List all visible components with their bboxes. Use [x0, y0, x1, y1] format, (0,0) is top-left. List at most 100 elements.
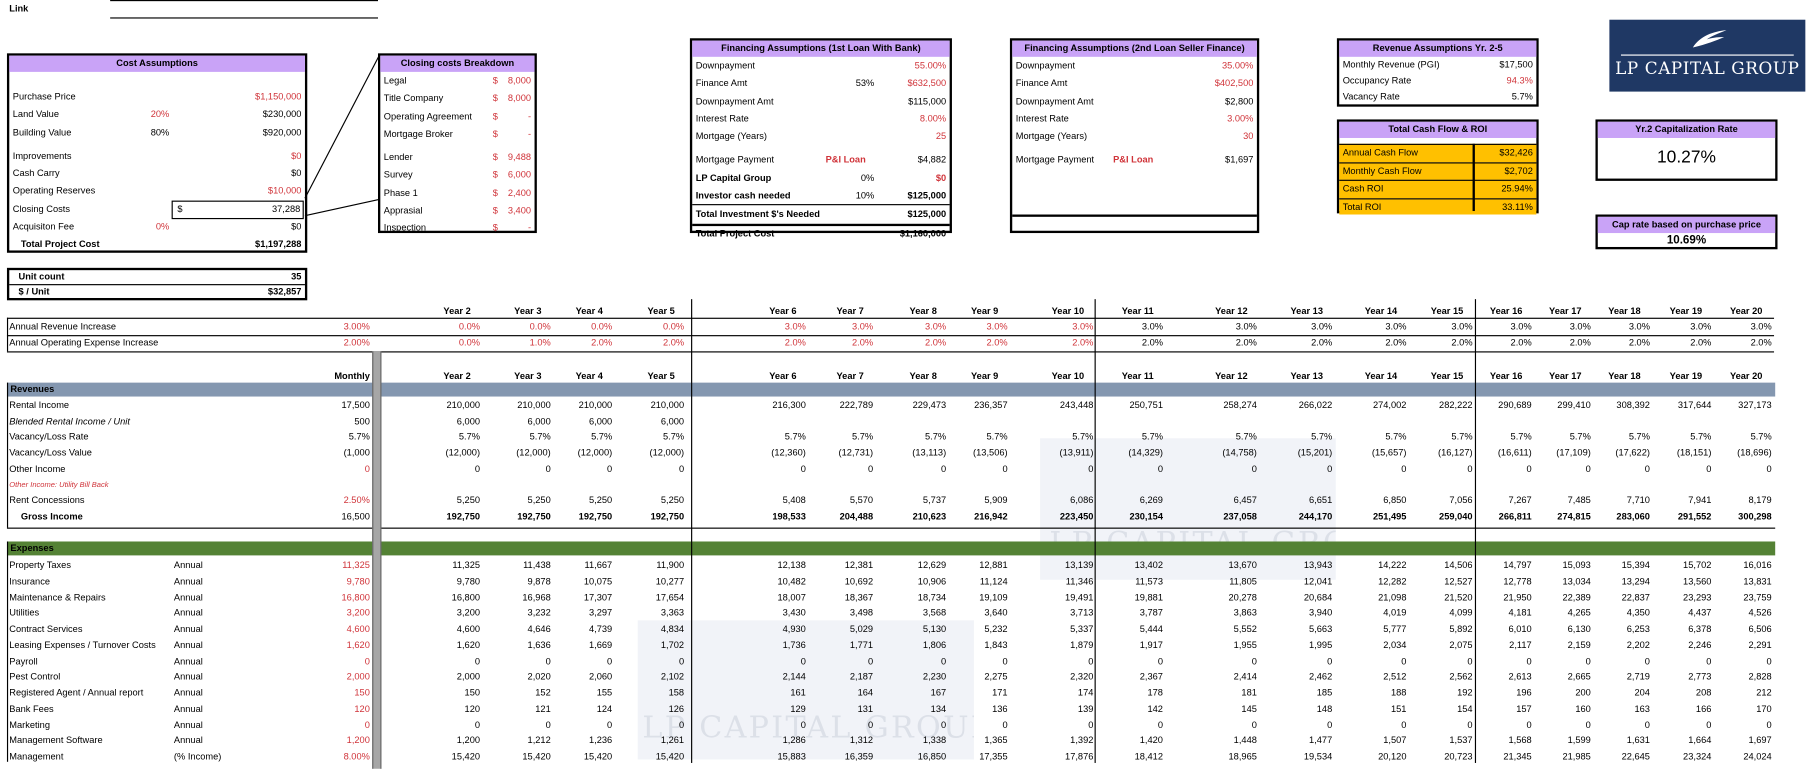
revenue-cell: 6,269	[1139, 495, 1163, 506]
expense-input[interactable]: 1,620	[346, 639, 370, 651]
increase-cell[interactable]: 0.0%	[458, 337, 481, 349]
expense-input[interactable]: 0	[364, 719, 370, 730]
total-project-cost-row: Total Project Cost $1,197,288	[9, 236, 305, 254]
expense-cell: 2,102	[660, 671, 685, 683]
downpayment-input[interactable]: 55.00%	[914, 60, 947, 71]
expense-cell: 1,806	[922, 639, 947, 651]
increase-cell[interactable]: 2.0%	[851, 337, 874, 349]
label: Building Value	[12, 127, 72, 138]
item-value-input[interactable]: 9,488	[507, 152, 532, 163]
expense-input[interactable]: 0	[364, 655, 370, 667]
item-value-input[interactable]: 3,400	[507, 205, 532, 216]
purchase-price-input[interactable]: $1,150,000	[255, 91, 302, 103]
year-header: Year 16	[1489, 306, 1523, 317]
expense-input[interactable]: 1,200	[346, 735, 370, 746]
revenue-cell: 204,488	[839, 511, 874, 522]
increase-cell[interactable]: 1.0%	[529, 337, 551, 349]
expense-input[interactable]: 120	[354, 703, 370, 714]
expense-cell: 1,365	[984, 735, 1008, 746]
revenue-cell: 266,022	[1298, 400, 1333, 411]
expense-input[interactable]: 11,325	[342, 560, 370, 571]
pct: 10%	[855, 190, 875, 201]
mortgage-years-input[interactable]: 25	[935, 131, 947, 142]
expense-input[interactable]: 9,780	[346, 575, 370, 587]
expense-input[interactable]: 8.00%	[343, 751, 370, 762]
increase-cell[interactable]: 2.0%	[925, 337, 947, 349]
closing-costs-cell[interactable]: $37,288	[171, 200, 304, 219]
monthly-input[interactable]: 2.50%	[343, 495, 370, 506]
increase-cell[interactable]: 3.0%	[925, 321, 947, 332]
mortgage-years-row: Mortgage (Years) 25	[692, 128, 949, 146]
loan-type: P&I Loan	[825, 154, 866, 166]
item-value-input[interactable]: 6,000	[507, 169, 532, 181]
expense-cell: 0	[678, 719, 685, 730]
item-value-input[interactable]: -	[527, 110, 532, 122]
expense-input[interactable]: 16,800	[341, 591, 370, 603]
expense-input[interactable]: 4,600	[346, 623, 370, 635]
column-divider	[691, 299, 693, 763]
increase-cell[interactable]: 3.0%	[1072, 321, 1094, 332]
increase-input[interactable]: 2.00%	[343, 337, 370, 349]
revenue-cell: 216,300	[772, 400, 806, 411]
increase-cell[interactable]: 0.0%	[458, 321, 481, 332]
row-basis: Annual	[173, 687, 203, 699]
increase-cell[interactable]: 2.0%	[784, 337, 806, 349]
row-basis: Annual	[173, 560, 203, 571]
increase-cell[interactable]: 3.0%	[986, 321, 1008, 332]
occupancy-rate-input[interactable]: 94.3%	[1506, 75, 1533, 86]
item-value-input[interactable]: 2,400	[507, 187, 532, 199]
revenue-cell: 192,750	[446, 511, 481, 522]
increase-input[interactable]: 3.00%	[343, 321, 370, 332]
expense-cell: 3,200	[456, 607, 481, 619]
expense-cell: 9,878	[527, 575, 551, 587]
revenue-cell: 243,448	[1059, 400, 1094, 411]
label: Cash ROI	[1342, 183, 1384, 194]
increase-cell[interactable]: 0.0%	[529, 321, 551, 332]
increase-cell: 3.0%	[1690, 321, 1712, 332]
increase-cell: 2.0%	[1569, 337, 1591, 349]
revenue-cell: 6,850	[1383, 495, 1407, 506]
revenue-cell: 216,942	[974, 511, 1008, 522]
downpayment-row: Downpayment 35.00%	[1012, 57, 1257, 75]
increase-cell[interactable]: 3.0%	[851, 321, 874, 332]
increase-cell[interactable]: 2.0%	[1072, 337, 1094, 349]
expense-cell: 0	[1002, 719, 1008, 730]
item-value-input[interactable]: -	[527, 128, 532, 140]
expense-cell: 171	[992, 687, 1008, 699]
interest-rate-input[interactable]: 3.00%	[1227, 113, 1254, 124]
value: $1,160,000	[899, 228, 947, 239]
acquisition-fee-pct-input[interactable]: 0%	[155, 221, 170, 232]
increase-cell[interactable]: 0.0%	[591, 321, 613, 332]
frozen-pane-splitter[interactable]	[372, 351, 382, 769]
expense-cell: 1,448	[1233, 735, 1257, 746]
expense-input[interactable]: 150	[354, 687, 370, 699]
increase-cell[interactable]: 2.0%	[986, 337, 1008, 349]
section-border	[6, 382, 9, 528]
expense-cell: 4,834	[660, 623, 685, 635]
increase-cell[interactable]: 2.0%	[591, 337, 613, 349]
expense-cell: 2,034	[1383, 639, 1407, 651]
expense-cell: 2,613	[1508, 671, 1532, 683]
monthly-input[interactable]: 0	[364, 463, 370, 474]
interest-rate-input[interactable]: 8.00%	[919, 113, 947, 124]
logo-text: LP CAPITAL GROUP	[1615, 60, 1800, 79]
finance-amt-input[interactable]: $402,500	[1214, 78, 1254, 89]
increase-cell[interactable]: 2.0%	[662, 337, 685, 349]
increase-cell[interactable]: 0.0%	[662, 321, 685, 332]
item-value-input[interactable]: 8,000	[507, 93, 532, 104]
operating-reserves-input[interactable]: $10,000	[267, 186, 302, 197]
expense-cell: 5,892	[1449, 623, 1473, 635]
link-input-line[interactable]	[110, 17, 378, 19]
downpayment-input[interactable]: 35.00%	[1221, 60, 1254, 71]
increase-cell: 3.0%	[1451, 321, 1473, 332]
item-value-input[interactable]: -	[527, 223, 532, 234]
expense-cell: 17,876	[1065, 751, 1094, 762]
increase-cell[interactable]: 3.0%	[784, 321, 806, 332]
mortgage-years-input[interactable]: 30	[1243, 131, 1254, 142]
finance-amt-input[interactable]: $632,500	[907, 78, 947, 89]
expense-input[interactable]: 3,200	[346, 607, 370, 619]
improvements-input[interactable]: $0	[291, 150, 302, 162]
land-value-pct-input[interactable]: 20%	[150, 109, 170, 120]
expense-input[interactable]: 2,000	[346, 671, 370, 683]
item-value-input[interactable]: 8,000	[507, 75, 532, 86]
